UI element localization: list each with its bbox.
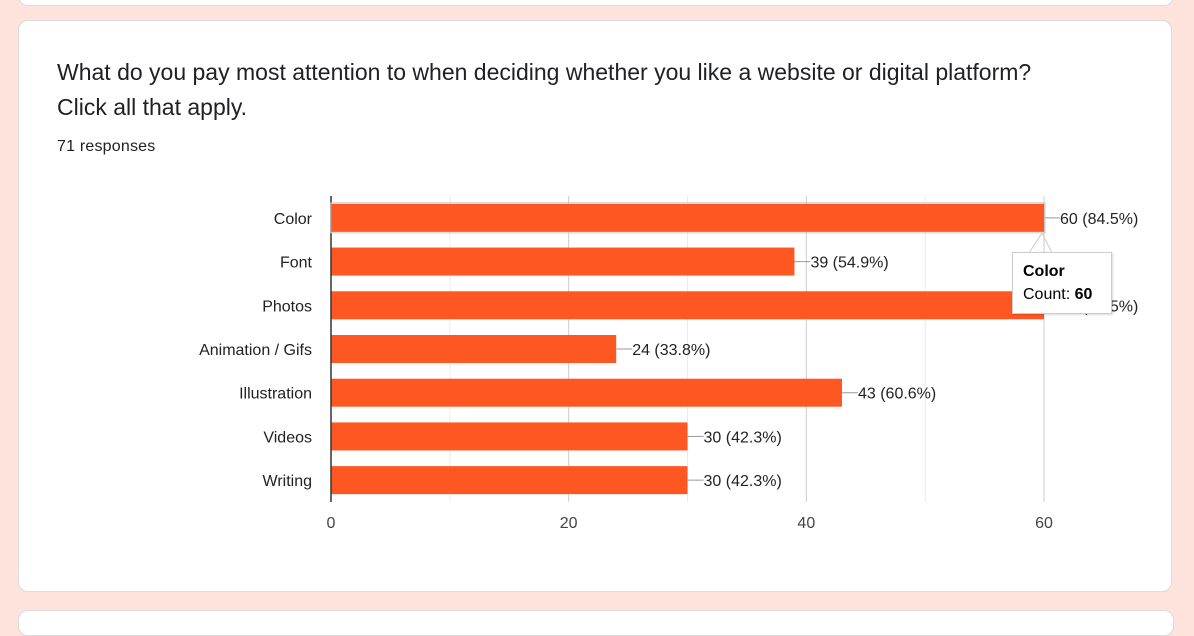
value-label: 43 (60.6%) <box>858 386 936 403</box>
bar-photos <box>331 291 1044 320</box>
response-count: 71 responses <box>57 138 156 155</box>
value-label: 30 (42.3%) <box>704 429 782 446</box>
value-label: 39 (54.9%) <box>810 255 888 272</box>
x-tick-label: 20 <box>560 515 578 532</box>
bar-color <box>331 203 1044 232</box>
category-label: Illustration <box>239 386 312 403</box>
bar-font <box>331 247 795 276</box>
bar-illustration <box>331 378 842 407</box>
x-tick-label: 40 <box>797 515 815 532</box>
bar-chart: Color 60 (84.5%) Font 39 (54.9%) Photos 60 (8… <box>199 196 1138 532</box>
value-label: 30 (42.3%) <box>704 473 782 490</box>
bar-videos <box>331 422 688 451</box>
value-label: 60 (84.5%) <box>1060 298 1138 315</box>
x-tick-label: 60 <box>1035 515 1053 532</box>
bar-writing <box>331 466 688 495</box>
x-tick-label: 0 <box>327 515 336 532</box>
category-label: Animation / Gifs <box>199 342 312 359</box>
value-label: 60 (84.5%) <box>1060 211 1138 228</box>
bar-hover-outline <box>330 202 1046 234</box>
category-label: Photos <box>262 298 312 315</box>
category-label: Videos <box>263 429 312 446</box>
question-title: What do you pay most attention to when d… <box>57 59 1032 120</box>
category-label: Font <box>280 255 313 272</box>
bar-animation-gifs <box>331 335 617 363</box>
category-label: Color <box>274 211 313 228</box>
value-label: 24 (33.8%) <box>632 342 710 359</box>
category-label: Writing <box>263 473 313 490</box>
